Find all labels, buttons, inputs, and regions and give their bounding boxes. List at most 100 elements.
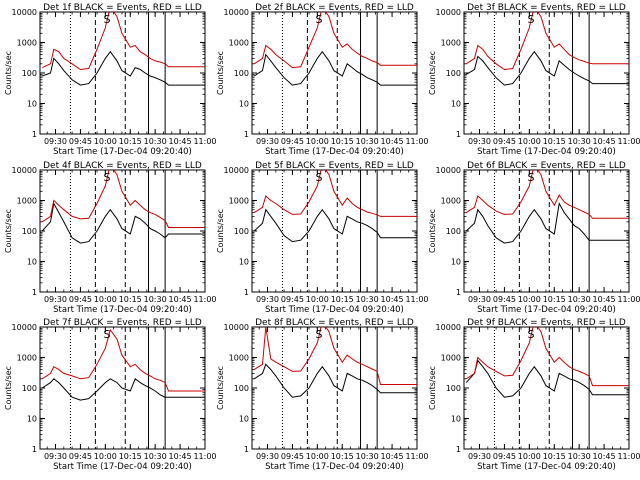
y-axis-label: Counts/sec	[4, 209, 13, 253]
y-tick-label: 1000	[441, 197, 461, 206]
y-tick-label: 100	[446, 227, 461, 236]
y-axis-label: Counts/sec	[428, 366, 437, 410]
x-tick-label: 10:00	[94, 295, 117, 304]
series-lld-line	[41, 12, 205, 71]
x-tick-label: 09:45	[493, 295, 516, 304]
y-tick-label: 1000	[17, 39, 37, 48]
panel-title: Det 7f BLACK = Events, RED = LLD	[43, 318, 202, 328]
x-tick-label: 09:30	[256, 137, 279, 146]
series-events-line	[465, 201, 629, 244]
y-axis-label: Counts/sec	[428, 209, 437, 253]
series-events-line	[41, 202, 205, 244]
y-tick-label: 100	[22, 384, 37, 393]
series-events-line	[465, 50, 629, 86]
panel-7: Det 7f BLACK = Events, RED = LLD 1 10 100 10…	[4, 318, 217, 472]
y-tick-label: 100	[446, 69, 461, 78]
y-tick-label: 10000	[436, 166, 461, 175]
series-lld-line	[253, 327, 417, 385]
panel-2: Det 2f BLACK = Events, RED = LLD 1 10 100 10…	[216, 3, 429, 157]
x-tick-label: 10:15	[543, 295, 566, 304]
y-tick-label: 1	[456, 130, 461, 139]
y-tick-label: 10000	[224, 166, 249, 175]
x-tick-label: 10:15	[543, 137, 566, 146]
x-tick-label: 09:45	[493, 137, 516, 146]
x-tick-label: 09:45	[281, 295, 304, 304]
x-tick-label: 10:45	[593, 295, 616, 304]
series-lld-line	[465, 170, 629, 219]
y-tick-label: 10	[27, 100, 37, 109]
y-axis-label: Counts/sec	[4, 51, 13, 95]
y-tick-label: 1000	[441, 39, 461, 48]
y-axis-label: Counts/sec	[216, 366, 225, 410]
peak-annotation: S	[104, 328, 111, 341]
x-tick-label: 11:00	[617, 295, 640, 304]
series-lld-line	[253, 12, 417, 69]
y-tick-label: 100	[446, 384, 461, 393]
peak-annotation: S	[104, 13, 111, 26]
x-tick-label: 10:45	[593, 452, 616, 461]
x-tick-label: 09:30	[468, 295, 491, 304]
x-tick-label: 10:45	[381, 452, 404, 461]
y-tick-label: 1000	[17, 354, 37, 363]
y-tick-label: 10000	[12, 166, 37, 175]
x-tick-label: 10:15	[119, 452, 142, 461]
x-tick-label: 10:00	[518, 452, 541, 461]
y-tick-label: 100	[22, 227, 37, 236]
series-events-line	[465, 359, 629, 398]
peak-annotation: S	[104, 171, 111, 184]
x-axis-label: Start Time (17-Dec-04 09:20:40)	[477, 305, 616, 315]
y-tick-label: 10000	[12, 8, 37, 17]
x-tick-label: 10:30	[356, 452, 379, 461]
x-tick-label: 10:45	[381, 137, 404, 146]
x-tick-label: 11:00	[405, 452, 428, 461]
x-tick-label: 10:15	[331, 137, 354, 146]
panel-6: Det 6f BLACK = Events, RED = LLD 1 10 100 10…	[428, 161, 640, 315]
panel-1: Det 1f BLACK = Events, RED = LLD 1 10 100 10…	[4, 3, 217, 157]
y-tick-label: 10000	[224, 323, 249, 332]
y-tick-label: 1000	[441, 354, 461, 363]
y-tick-label: 10	[27, 258, 37, 267]
x-tick-label: 09:45	[281, 452, 304, 461]
series-lld-line	[253, 170, 417, 217]
x-tick-label: 11:00	[405, 295, 428, 304]
y-tick-label: 1	[244, 288, 249, 297]
x-axis-label: Start Time (17-Dec-04 09:20:40)	[477, 147, 616, 157]
y-tick-label: 10	[239, 415, 249, 424]
y-tick-label: 1	[456, 445, 461, 454]
y-tick-label: 1	[32, 130, 37, 139]
x-tick-label: 10:15	[543, 452, 566, 461]
x-axis-label: Start Time (17-Dec-04 09:20:40)	[477, 462, 616, 472]
peak-annotation: S	[528, 171, 535, 184]
x-tick-label: 10:15	[331, 295, 354, 304]
panel-4: Det 4f BLACK = Events, RED = LLD 1 10 100 10…	[4, 161, 217, 315]
y-tick-label: 10000	[12, 323, 37, 332]
panel-title: Det 1f BLACK = Events, RED = LLD	[43, 3, 202, 13]
x-tick-label: 10:00	[518, 137, 541, 146]
x-tick-label: 10:00	[518, 295, 541, 304]
y-tick-label: 10000	[436, 323, 461, 332]
series-lld-line	[465, 327, 629, 387]
x-tick-label: 10:15	[331, 452, 354, 461]
y-tick-label: 1000	[229, 354, 249, 363]
y-axis-label: Counts/sec	[216, 51, 225, 95]
x-tick-label: 10:45	[381, 295, 404, 304]
y-tick-label: 1000	[229, 39, 249, 48]
y-tick-label: 100	[234, 227, 249, 236]
series-events-line	[41, 378, 205, 401]
x-axis-label: Start Time (17-Dec-04 09:20:40)	[265, 305, 404, 315]
series-events-line	[253, 50, 417, 86]
x-tick-label: 11:00	[617, 137, 640, 146]
x-tick-label: 10:15	[119, 295, 142, 304]
x-tick-label: 11:00	[193, 452, 216, 461]
x-axis-label: Start Time (17-Dec-04 09:20:40)	[53, 305, 192, 315]
y-tick-label: 100	[234, 384, 249, 393]
y-axis-label: Counts/sec	[216, 209, 225, 253]
peak-annotation: S	[528, 13, 535, 26]
x-tick-label: 10:45	[169, 295, 192, 304]
x-tick-label: 09:45	[69, 295, 92, 304]
x-tick-label: 10:00	[306, 295, 329, 304]
series-lld-line	[41, 328, 205, 392]
panel-5: Det 5f BLACK = Events, RED = LLD 1 10 100 10…	[216, 161, 429, 315]
series-events-line	[42, 50, 205, 86]
